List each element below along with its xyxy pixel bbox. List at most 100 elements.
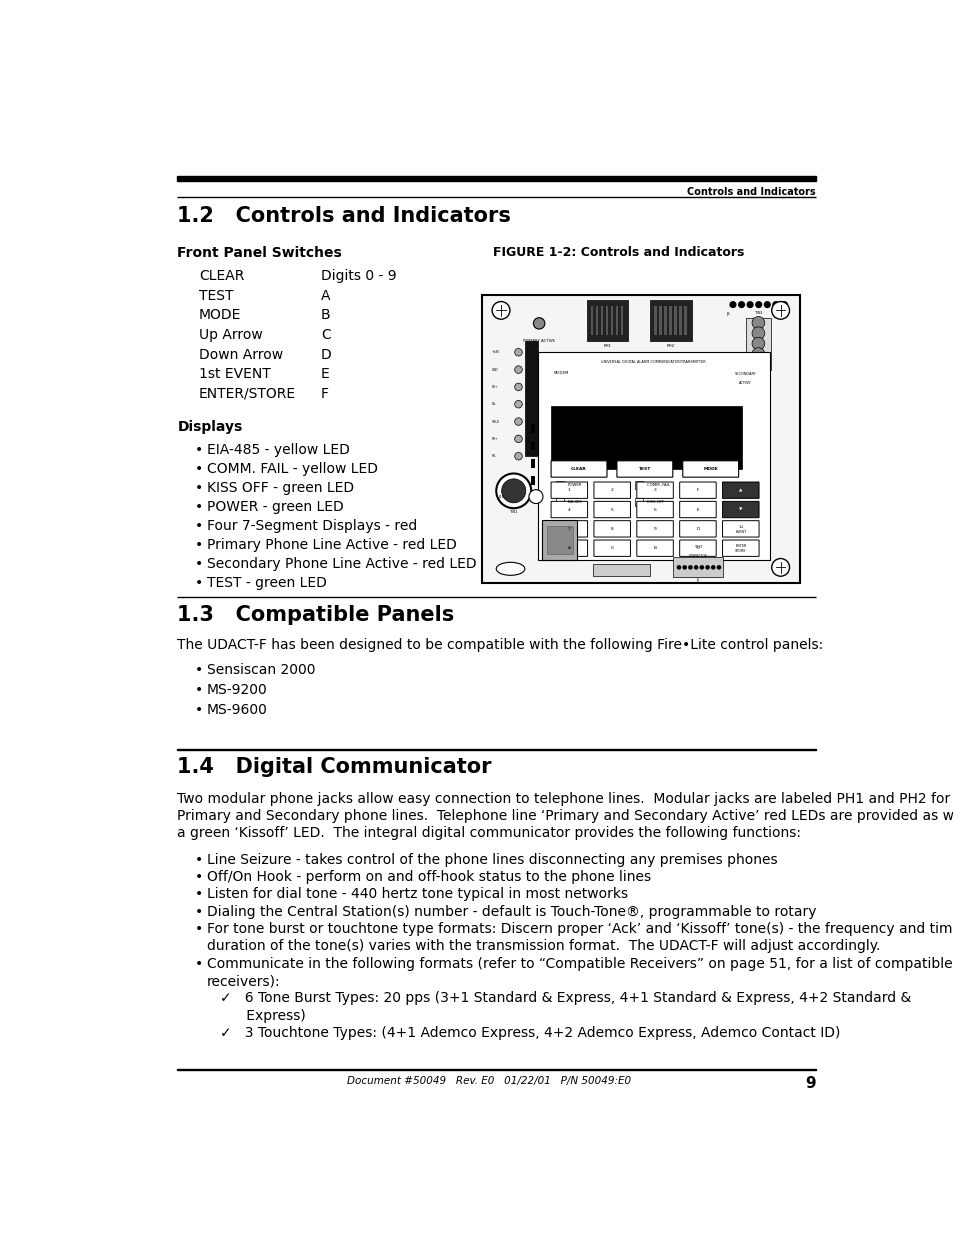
Text: Express): Express) — [220, 1009, 305, 1023]
Bar — [659, 306, 661, 335]
Bar — [605, 306, 608, 335]
Text: TEST: TEST — [199, 289, 233, 303]
Circle shape — [682, 566, 685, 569]
Text: •: • — [194, 537, 202, 552]
Text: RS-: RS- — [491, 403, 497, 406]
Text: POWER - green LED: POWER - green LED — [207, 500, 343, 514]
Text: EVENT: EVENT — [735, 530, 745, 534]
Text: J5: J5 — [696, 578, 699, 582]
Bar — [615, 306, 618, 335]
Circle shape — [746, 301, 752, 308]
Circle shape — [751, 327, 764, 340]
Text: RX+: RX+ — [491, 437, 497, 441]
Text: •: • — [194, 519, 202, 534]
Text: •: • — [194, 704, 202, 718]
Circle shape — [751, 348, 764, 361]
Text: For tone burst or touchtone type formats: Discern proper ‘Ack’ and ‘Kissoff’ ton: For tone burst or touchtone type formats… — [207, 923, 953, 936]
Text: Digits 0 - 9: Digits 0 - 9 — [320, 269, 395, 283]
Bar — [551, 406, 740, 468]
Text: C: C — [696, 546, 699, 551]
Text: 1.2   Controls and Indicators: 1.2 Controls and Indicators — [177, 206, 511, 226]
Bar — [556, 498, 563, 506]
Circle shape — [514, 435, 521, 442]
Circle shape — [556, 353, 565, 363]
Bar — [524, 341, 537, 456]
Text: The UDACT-F has been designed to be compatible with the following Fire•Lite cont: The UDACT-F has been designed to be comp… — [177, 638, 822, 652]
Text: COMM. FAIL - yellow LED: COMM. FAIL - yellow LED — [207, 462, 377, 477]
Text: Primary Phone Line Active - red LED: Primary Phone Line Active - red LED — [207, 537, 456, 552]
Circle shape — [751, 358, 764, 370]
Bar — [610, 306, 613, 335]
Text: Four 7-Segment Displays - red: Four 7-Segment Displays - red — [207, 519, 416, 534]
Circle shape — [772, 301, 778, 308]
Text: •: • — [194, 662, 202, 677]
Bar — [531, 459, 535, 468]
FancyBboxPatch shape — [682, 461, 738, 477]
Bar — [635, 498, 642, 506]
Text: SECONDARY: SECONDARY — [734, 373, 756, 377]
Text: 5: 5 — [610, 508, 613, 511]
Text: D: D — [696, 527, 699, 531]
Circle shape — [688, 566, 691, 569]
Text: 6: 6 — [653, 508, 656, 511]
Text: 0: 0 — [610, 546, 613, 551]
Text: •: • — [194, 500, 202, 514]
Text: Primary and Secondary phone lines.  Telephone line ‘Primary and Secondary Active: Primary and Secondary phone lines. Telep… — [177, 809, 953, 823]
Text: B: B — [653, 546, 656, 551]
Bar — [600, 306, 602, 335]
Circle shape — [705, 566, 708, 569]
Bar — [654, 306, 657, 335]
Bar — [635, 482, 642, 489]
Circle shape — [717, 566, 720, 569]
Circle shape — [492, 301, 509, 319]
Text: RS+: RS+ — [491, 385, 497, 389]
Text: PH2: PH2 — [666, 343, 675, 347]
Text: •: • — [194, 957, 202, 971]
Text: COMM. FAIL: COMM. FAIL — [646, 483, 669, 488]
Text: 1.3   Compatible Panels: 1.3 Compatible Panels — [177, 605, 455, 625]
Text: 1st: 1st — [738, 525, 742, 529]
Bar — [620, 306, 622, 335]
Text: •: • — [194, 443, 202, 457]
Circle shape — [751, 337, 764, 350]
FancyBboxPatch shape — [679, 540, 716, 557]
Circle shape — [514, 452, 521, 459]
FancyBboxPatch shape — [679, 521, 716, 537]
Text: TB1: TB1 — [510, 510, 517, 514]
Text: 1: 1 — [567, 488, 570, 493]
Circle shape — [501, 479, 525, 503]
Text: ✓   3 Touchtone Types: (4+1 Ademco Express, 4+2 Ademco Express, Ademco Contact I: ✓ 3 Touchtone Types: (4+1 Ademco Express… — [220, 1026, 840, 1040]
Circle shape — [533, 317, 544, 329]
FancyBboxPatch shape — [551, 461, 606, 477]
Bar — [546, 526, 572, 555]
Text: F: F — [696, 488, 699, 493]
Text: EIA-485: EIA-485 — [567, 500, 582, 504]
Text: POWER: POWER — [567, 483, 581, 488]
Text: •: • — [194, 482, 202, 495]
Text: 1st EVENT: 1st EVENT — [199, 367, 271, 382]
Text: SHLD: SHLD — [491, 420, 499, 424]
Text: MODE: MODE — [702, 467, 718, 471]
Text: Secondary Phone Line Active - red LED: Secondary Phone Line Active - red LED — [207, 557, 476, 571]
FancyBboxPatch shape — [679, 501, 716, 517]
Text: J8: J8 — [726, 311, 729, 316]
Text: •: • — [194, 683, 202, 697]
Circle shape — [496, 473, 531, 509]
Circle shape — [771, 558, 789, 577]
Text: EIA-485 - yellow LED: EIA-485 - yellow LED — [207, 443, 350, 457]
Text: CLEAR: CLEAR — [571, 467, 586, 471]
FancyBboxPatch shape — [637, 521, 673, 537]
FancyBboxPatch shape — [637, 501, 673, 517]
Text: MODE: MODE — [199, 309, 241, 322]
Text: D: D — [320, 347, 331, 362]
Bar — [590, 306, 593, 335]
Text: KISS OFF - green LED: KISS OFF - green LED — [207, 482, 354, 495]
Bar — [556, 482, 563, 489]
Text: •: • — [194, 462, 202, 477]
Text: J10: J10 — [497, 495, 503, 499]
Circle shape — [528, 490, 542, 504]
FancyBboxPatch shape — [637, 540, 673, 557]
FancyBboxPatch shape — [679, 482, 716, 499]
Bar — [669, 306, 671, 335]
FancyBboxPatch shape — [721, 482, 759, 499]
